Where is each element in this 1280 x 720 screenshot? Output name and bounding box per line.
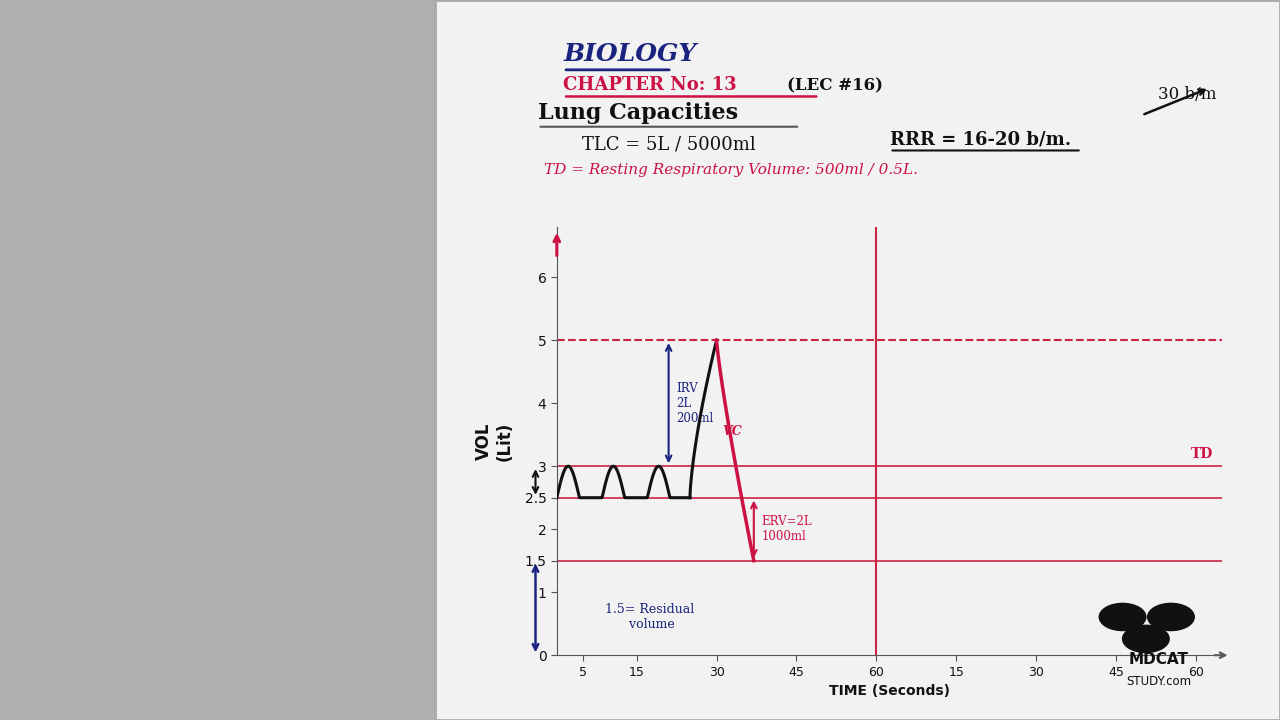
Text: RRR = 16-20 b/m.: RRR = 16-20 b/m.: [890, 130, 1071, 148]
Circle shape: [1148, 603, 1194, 631]
Text: TD: TD: [1190, 447, 1213, 462]
Text: BIOLOGY: BIOLOGY: [563, 42, 696, 66]
Text: STUDY.com: STUDY.com: [1126, 675, 1190, 688]
Bar: [0, 0, 435, 720]
Text: ERV=2L
1000ml: ERV=2L 1000ml: [762, 516, 813, 543]
X-axis label: TIME (Seconds): TIME (Seconds): [829, 684, 950, 698]
Text: IRV
2L
200ml: IRV 2L 200ml: [677, 382, 714, 425]
Text: (LEC #16): (LEC #16): [787, 77, 883, 94]
Circle shape: [1100, 603, 1146, 631]
Text: CHAPTER No: 13: CHAPTER No: 13: [563, 76, 744, 94]
Bar: [435, 0, 1280, 720]
Text: TD = Resting Respiratory Volume: 500ml / 0.5L.: TD = Resting Respiratory Volume: 500ml /…: [544, 163, 918, 177]
Y-axis label: VOL
(Lit): VOL (Lit): [475, 421, 513, 461]
Circle shape: [1123, 625, 1169, 652]
Text: 1.5= Residual
      volume: 1.5= Residual volume: [604, 603, 694, 631]
Text: MDCAT: MDCAT: [1129, 652, 1188, 667]
Text: VC: VC: [722, 425, 741, 438]
Text: TLC = 5L / 5000ml: TLC = 5L / 5000ml: [582, 135, 756, 153]
Text: 30 b/m: 30 b/m: [1158, 86, 1217, 104]
Text: Lung Capacities: Lung Capacities: [538, 102, 737, 124]
